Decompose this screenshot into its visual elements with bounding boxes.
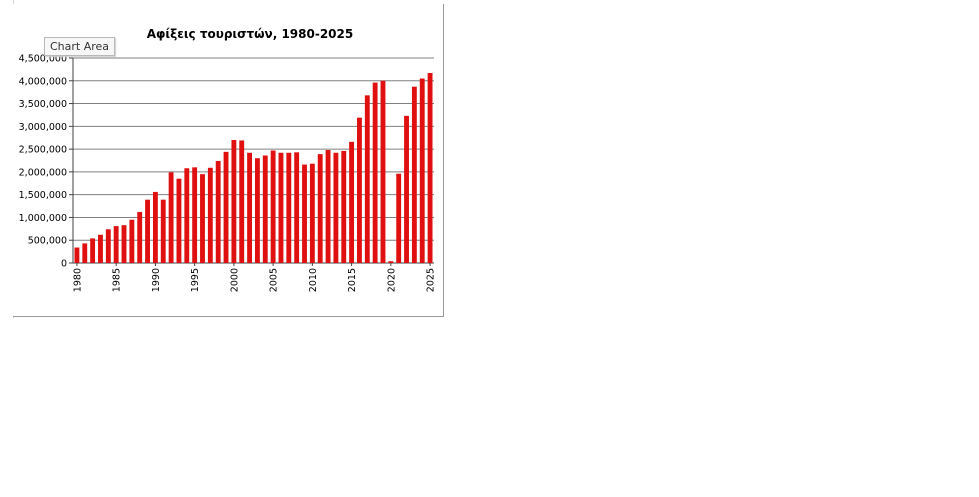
bar bbox=[129, 219, 135, 263]
bar bbox=[184, 168, 190, 263]
bar bbox=[90, 238, 96, 263]
bar bbox=[404, 115, 409, 263]
bar bbox=[302, 164, 307, 263]
bar bbox=[137, 211, 143, 263]
x-tick-label: 1980 bbox=[72, 268, 83, 292]
bar bbox=[364, 95, 370, 263]
chart-title: Αφίξεις τουριστών, 1980-2025 bbox=[147, 27, 353, 41]
y-axis: 0 500,000 1,000,000 1,500,000 2,000,000 2,500… bbox=[19, 54, 74, 270]
bar bbox=[309, 163, 315, 263]
bar bbox=[105, 229, 111, 263]
x-tick-label: 1985 bbox=[112, 268, 123, 292]
bar bbox=[231, 140, 237, 263]
bar bbox=[239, 140, 245, 263]
bar bbox=[357, 117, 362, 263]
bar bbox=[294, 152, 300, 263]
y-tick-label: 1,000,000 bbox=[19, 213, 67, 224]
bar bbox=[168, 172, 174, 263]
bar bbox=[411, 86, 417, 263]
bar bbox=[74, 247, 80, 263]
bar bbox=[372, 82, 378, 263]
bar bbox=[333, 152, 339, 263]
x-tick-label: 1995 bbox=[190, 268, 201, 292]
bar-chart: Αφίξεις τουριστών, 1980-2025 0 500,000 1,0… bbox=[19, 27, 437, 292]
bar bbox=[192, 167, 198, 263]
bar bbox=[223, 151, 229, 263]
bar-series bbox=[74, 73, 433, 264]
x-tick-label: 2020 bbox=[386, 268, 397, 292]
y-tick-label: 500,000 bbox=[28, 236, 67, 247]
y-tick-label: 4,500,000 bbox=[19, 54, 67, 65]
bar bbox=[419, 78, 425, 263]
x-axis: 1980 1985 1990 1995 2000 2005 2010 2015 2020 2025 bbox=[72, 263, 437, 292]
bar bbox=[215, 160, 221, 263]
y-tick-label: 2,000,000 bbox=[19, 167, 67, 178]
bar bbox=[254, 158, 260, 263]
bar bbox=[98, 234, 103, 263]
y-tick-label: 3,500,000 bbox=[19, 99, 67, 110]
bar bbox=[247, 152, 253, 263]
bar bbox=[145, 199, 150, 263]
bar bbox=[113, 226, 119, 263]
y-tick-label: 2,500,000 bbox=[19, 145, 67, 156]
y-tick-label: 1,500,000 bbox=[19, 190, 67, 201]
bar bbox=[121, 225, 127, 263]
x-tick-label: 2025 bbox=[426, 268, 437, 292]
bar bbox=[388, 261, 394, 263]
bar bbox=[396, 173, 402, 263]
bar bbox=[427, 73, 433, 264]
row-header-strip bbox=[0, 0, 14, 318]
bar bbox=[341, 150, 347, 263]
bar bbox=[82, 243, 88, 263]
bar bbox=[349, 141, 355, 263]
y-tick-label: 3,000,000 bbox=[19, 122, 67, 133]
bar bbox=[278, 152, 284, 263]
x-tick-label: 2000 bbox=[229, 268, 240, 292]
bar bbox=[317, 154, 323, 263]
gridlines bbox=[73, 57, 434, 264]
y-tick-label: 0 bbox=[61, 259, 67, 270]
bar bbox=[152, 191, 158, 263]
y-tick-label: 4,000,000 bbox=[19, 76, 67, 87]
x-tick-label: 2005 bbox=[269, 268, 280, 292]
bar bbox=[207, 167, 213, 263]
bar bbox=[176, 178, 182, 263]
chart-area[interactable]: Αφίξεις τουριστών, 1980-2025 0 500,000 1,0… bbox=[13, 4, 444, 317]
bar bbox=[325, 150, 331, 263]
bar bbox=[160, 199, 166, 263]
chart-area-tooltip: Chart Area bbox=[44, 37, 116, 56]
bar bbox=[380, 80, 386, 264]
bar bbox=[200, 174, 205, 263]
bar bbox=[262, 155, 268, 263]
bar bbox=[286, 152, 292, 263]
x-tick-label: 2015 bbox=[347, 268, 358, 292]
x-tick-label: 2010 bbox=[308, 268, 319, 292]
x-tick-label: 1990 bbox=[151, 268, 162, 292]
bar bbox=[270, 150, 276, 263]
